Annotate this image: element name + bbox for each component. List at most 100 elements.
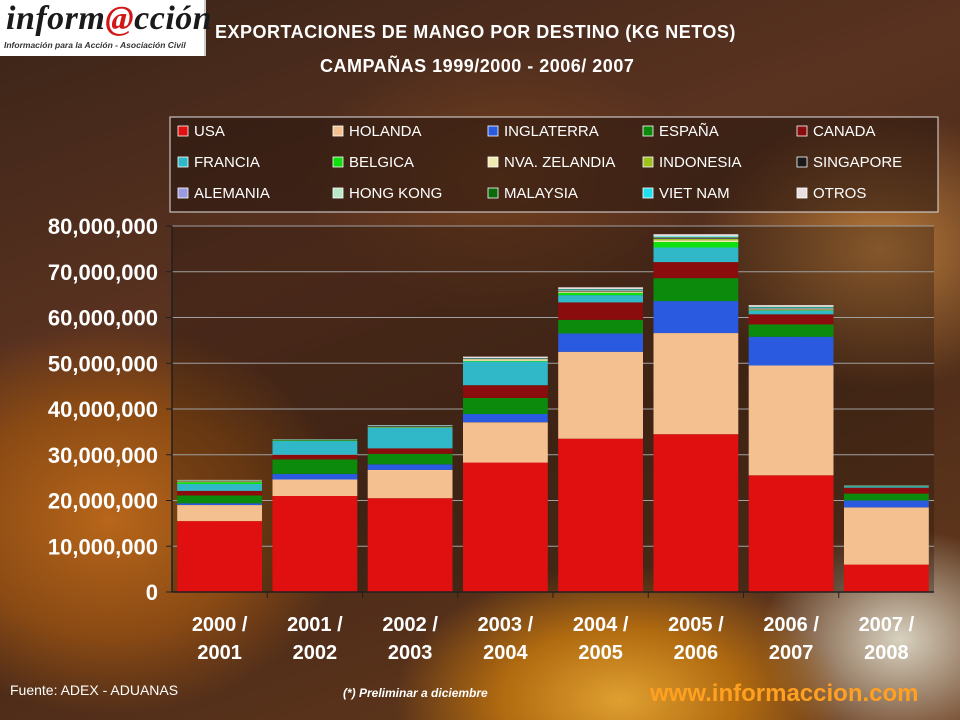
x-tick-label: 2005 / [668,614,724,636]
bar-segment [558,351,643,439]
bar-segment [367,498,453,592]
bar-segment [653,301,739,333]
bar-segment [558,295,643,303]
bar-segment [844,507,929,565]
bar-segment [367,426,453,427]
bar-segment [463,359,548,361]
bar-segment [463,385,548,398]
x-tick-label: 2003 / [478,614,534,636]
bar-segment [177,479,262,481]
legend-box [169,116,939,213]
bar-segment [748,365,834,476]
legend-label: OTROS [813,185,866,202]
legend-swatch [487,187,499,199]
bar-segment [463,356,548,358]
y-tick-label: 70,000,000 [48,260,158,285]
bar-segment [748,324,834,337]
bar-segment [653,236,739,237]
x-tick-label: 2006 / [763,614,819,636]
legend-label: SINGAPORE [813,154,902,171]
bar-segment [653,434,739,592]
legend-label: VIET NAM [659,185,730,202]
bar-segment [177,484,262,491]
bar-segment [558,292,643,296]
legend-swatch [642,187,654,199]
informaccion-logo: inform@cción Información para la Acción … [0,0,212,56]
bar-segment [748,305,834,307]
legend-swatch [177,187,189,199]
bar-segment [272,479,358,496]
bar-segment [844,493,929,501]
bar-segment [748,307,834,308]
legend-label: INGLATERRA [504,123,599,140]
bar-segment [844,486,929,488]
legend-swatch [642,156,654,168]
bar-segment [272,454,358,460]
bar-segment [272,474,358,480]
bar-segment [558,289,643,290]
website-link[interactable]: www.informaccion.com [650,680,919,707]
legend-label: FRANCIA [194,154,260,171]
legend-label: CANADA [813,123,876,140]
bar-segment [653,333,739,435]
x-tick-label: 2004 [483,642,528,664]
y-tick-label: 0 [146,580,158,605]
bar-segment [653,262,739,279]
legend-label: MALAYSIA [504,185,578,202]
y-tick-label: 10,000,000 [48,534,158,559]
legend-swatch [332,187,344,199]
bar-segment [558,290,643,291]
bar-segment [653,238,739,241]
legend-swatch [332,156,344,168]
bar-segment [463,398,548,414]
x-tick-label: 2007 / [859,614,915,636]
bar-segment [748,307,834,308]
logo-wordmark: inform@cción [6,0,213,37]
bar-segment [367,425,453,426]
bar-segment [367,427,453,428]
bar-segment [748,310,834,315]
bar-segment [367,448,453,454]
bar-segment [844,487,929,494]
bar-segment [177,505,262,522]
bar-segment [653,242,739,248]
y-tick-label: 40,000,000 [48,397,158,422]
bar-segment [272,440,358,442]
bar-segment [844,564,929,592]
bar-segment [844,500,929,508]
x-tick-label: 2007 [769,642,814,664]
bar-segment [653,237,739,239]
bar-segment [463,414,548,423]
bar-segment [272,495,358,592]
legend-label: BELGICA [349,154,414,171]
bar-segment [748,310,834,311]
bar-segment [177,490,262,496]
bar-segment [272,441,358,455]
bar-segment [558,290,643,291]
x-tick-label: 2005 [578,642,623,664]
bar-segment [558,289,643,291]
x-tick-label: 2001 / [287,614,343,636]
bar-segment [748,336,834,366]
x-tick-label: 2001 [197,642,242,664]
bar-segment [463,462,548,592]
bar-segment [748,307,834,309]
y-tick-label: 50,000,000 [48,351,158,376]
y-tick-label: 80,000,000 [48,214,158,239]
preliminary-note: (*) Preliminar a diciembre [343,686,488,700]
bars [177,234,929,592]
legend-swatch [332,125,344,137]
bar-segment [367,427,453,449]
bar-segment [463,422,548,463]
legend-label: HOLANDA [349,123,422,140]
bar-segment [558,302,643,320]
y-tick-label: 60,000,000 [48,306,158,331]
y-axis: 0 10,000,000 20,000,000 30,000,000 40,000,00… [48,214,934,605]
bar-segment [653,238,739,239]
bar-segment [272,459,358,474]
bar-segment [653,240,739,242]
bar-segment [653,237,739,238]
bar-segment [748,314,834,325]
bar-segment [177,503,262,505]
